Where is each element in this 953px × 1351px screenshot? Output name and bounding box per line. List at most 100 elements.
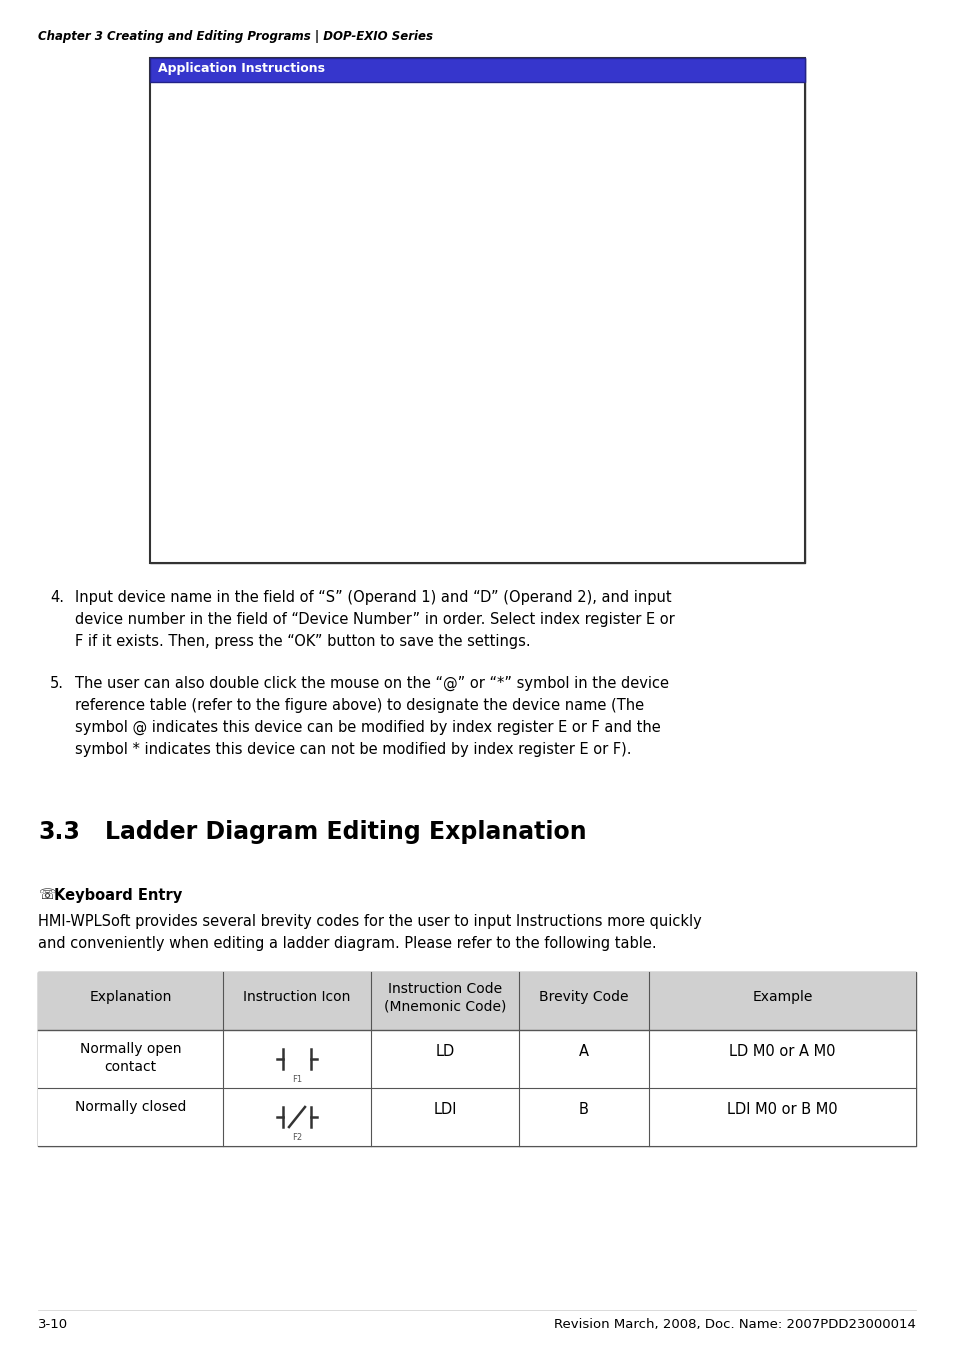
Text: and conveniently when editing a ladder diagram. Please refer to the following ta: and conveniently when editing a ladder d… (38, 936, 656, 951)
Text: ▲: ▲ (789, 451, 796, 459)
Text: Chapter 3 Creating and Editing Programs | DOP-EXIO Series: Chapter 3 Creating and Editing Programs … (38, 30, 433, 43)
Text: Y: Y (328, 394, 333, 403)
Text: *: * (765, 411, 770, 422)
Text: M: M (357, 394, 365, 403)
Bar (470, 409, 509, 428)
Text: ▼: ▼ (492, 165, 498, 174)
Text: P: P (203, 394, 209, 403)
Text: *: * (702, 411, 708, 422)
Text: Transfer and Compare: Transfer and Compare (269, 134, 399, 147)
Bar (509, 428, 549, 446)
Text: Ladder Diagram Editing Explanation: Ladder Diagram Editing Explanation (105, 820, 586, 844)
Text: OK: OK (758, 134, 775, 147)
Text: X: X (296, 394, 302, 403)
Bar (628, 409, 659, 428)
Text: HMI-WPLSoft provides several brevity codes for the user to input Instructions mo: HMI-WPLSoft provides several brevity cod… (38, 915, 701, 929)
Bar (706, 132, 724, 153)
Bar (659, 428, 690, 446)
Text: T: T (640, 394, 646, 403)
Text: 5.: 5. (50, 676, 64, 690)
Bar (151, 482, 785, 499)
Bar (588, 409, 628, 428)
Text: symbol @ indicates this device can be modified by index register E or F and the: symbol @ indicates this device can be mo… (75, 720, 660, 735)
Text: ▼: ▼ (789, 438, 796, 447)
Text: Data move destination: Data move destination (187, 484, 306, 493)
Text: Op: Op (164, 394, 177, 403)
Text: S: S (390, 394, 395, 403)
Text: E: E (734, 394, 740, 403)
Text: reference table (refer to the figure above) to designate the device name (The: reference table (refer to the figure abo… (75, 698, 643, 713)
Text: Data source: Data source (187, 467, 250, 477)
Text: C: C (671, 394, 678, 403)
Text: D: D (157, 484, 165, 493)
Bar (438, 409, 470, 428)
Text: D: D (170, 250, 179, 263)
Text: Explanation: Explanation (90, 990, 172, 1004)
Text: D: D (702, 394, 709, 403)
Text: *: * (566, 430, 572, 439)
Bar (265, 223, 313, 243)
Bar (740, 159, 794, 184)
Bar (150, 58, 804, 563)
Text: K: K (420, 394, 426, 403)
Bar (150, 58, 804, 82)
Bar (38, 971, 915, 1029)
Text: F2: F2 (292, 1133, 302, 1142)
Text: Revision March, 2008, Doc. Name: 2007PDD23000014: Revision March, 2008, Doc. Name: 2007PDD… (554, 1319, 915, 1331)
Bar (549, 409, 588, 428)
Bar (293, 162, 307, 182)
Bar (509, 409, 549, 428)
Bar (38, 1029, 915, 1088)
Bar (588, 428, 628, 446)
Text: Reference: Reference (156, 376, 213, 386)
Text: ☏: ☏ (38, 888, 55, 902)
Bar (740, 130, 794, 154)
Bar (151, 392, 785, 409)
Text: *: * (526, 430, 532, 439)
Text: 3.3: 3.3 (38, 820, 80, 844)
Text: S: S (157, 467, 164, 477)
Text: Brevity Code: Brevity Code (538, 990, 628, 1004)
Bar (265, 162, 303, 182)
Text: 3-10: 3-10 (38, 1319, 68, 1331)
Text: LD M0 or A M0: LD M0 or A M0 (728, 1043, 835, 1058)
Bar (151, 428, 785, 446)
Text: B: B (578, 1101, 588, 1116)
Text: KnY: KnY (520, 394, 537, 403)
Text: *: * (452, 411, 457, 422)
Text: LDI: LDI (433, 1101, 456, 1116)
Text: device number in the field of “Device Number” in order. Select index register E : device number in the field of “Device Nu… (75, 612, 674, 627)
Bar (785, 450, 800, 499)
Text: Cancel: Cancel (746, 163, 786, 177)
Bar (549, 428, 588, 446)
Bar (298, 223, 313, 243)
Text: I: I (235, 394, 238, 403)
Text: *: * (420, 411, 426, 422)
Text: Example: Example (752, 990, 812, 1004)
Text: *: * (672, 430, 678, 439)
Bar (659, 409, 690, 428)
Text: Instruction Icon: Instruction Icon (243, 990, 351, 1004)
Text: F: F (765, 394, 770, 403)
Text: ▼: ▼ (301, 251, 307, 259)
Bar (151, 450, 803, 466)
Bar (150, 82, 804, 120)
Bar (151, 374, 803, 392)
Text: Input device name in the field of “S” (Operand 1) and “D” (Operand 2), and input: Input device name in the field of “S” (O… (75, 590, 671, 605)
Text: *: * (605, 411, 611, 422)
Text: H: H (451, 394, 457, 403)
Text: Help: Help (456, 451, 480, 461)
Text: *: * (640, 411, 646, 422)
Text: Normally closed: Normally closed (74, 1100, 186, 1115)
Text: S: S (170, 226, 177, 238)
Bar (690, 409, 721, 428)
Text: The user can also double click the mouse on the “@” or “*” symbol in the device: The user can also double click the mouse… (75, 676, 668, 692)
Text: *: * (605, 430, 611, 439)
Bar (151, 409, 785, 428)
Text: KnM: KnM (559, 394, 578, 403)
Bar (628, 428, 659, 446)
Text: F1: F1 (292, 1075, 302, 1084)
Bar (265, 193, 764, 213)
Text: symbol * indicates this device can not be modified by index register E or F).: symbol * indicates this device can not b… (75, 742, 631, 757)
Bar (38, 1088, 915, 1146)
